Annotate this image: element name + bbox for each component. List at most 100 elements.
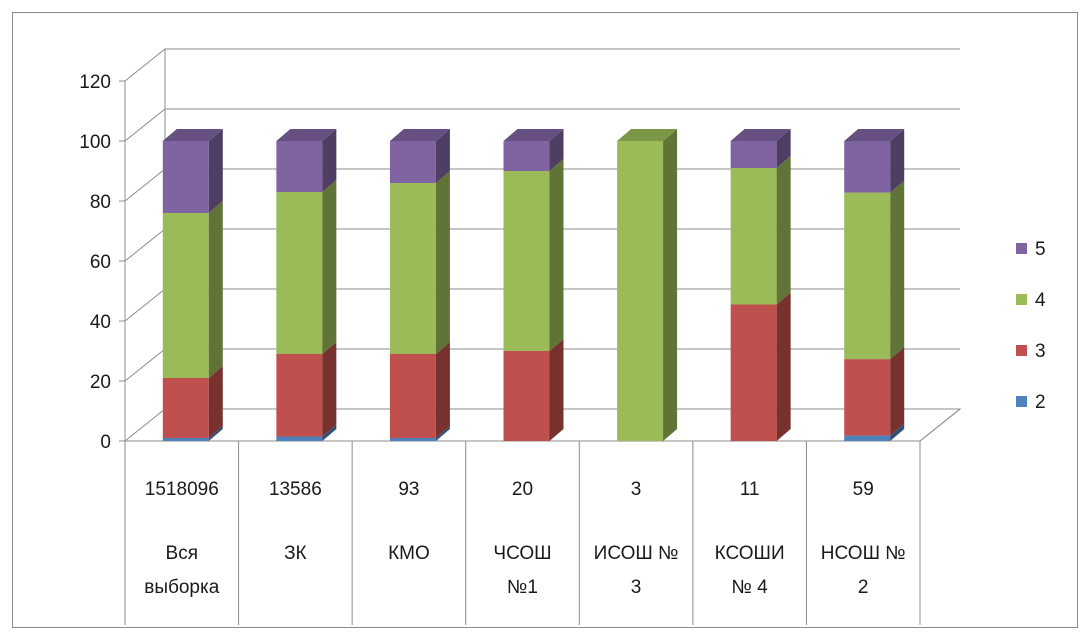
bar-segment-side <box>435 342 450 438</box>
bar-segment-front <box>730 168 777 305</box>
y-tick-label: 100 <box>79 132 111 153</box>
bar-segment-side <box>776 156 791 305</box>
y-tick-label: 20 <box>90 372 111 393</box>
chart-frame: 0 20 40 60 80 100 120 1518096 Вся выборка 13586 ЗК 9… <box>12 12 1078 628</box>
category-count: 59 <box>853 479 874 500</box>
bar-segment-side <box>322 342 337 437</box>
legend-swatch <box>1016 294 1027 305</box>
bar-segment-top <box>730 129 791 141</box>
category-label: КМО <box>388 543 430 564</box>
bar-segment-side <box>776 129 791 168</box>
bar-segment-front <box>844 141 891 193</box>
bar-segment-front <box>162 378 209 438</box>
bar-segment-front <box>389 141 436 183</box>
category-label: ЗК <box>284 543 307 564</box>
bar-segment-side <box>890 180 905 360</box>
category-count: 1518096 <box>145 479 219 500</box>
bar-segment-top <box>162 129 223 141</box>
bar-segment-front <box>844 435 891 441</box>
bar-segment-side <box>435 171 450 354</box>
category-label: ЧСОШ <box>493 543 551 564</box>
bar-segment-front <box>276 192 323 354</box>
bar-segment-side <box>322 180 337 354</box>
bar-stack <box>276 129 337 441</box>
bar-segment-side <box>435 129 450 183</box>
bar-segment-front <box>844 359 891 436</box>
legend-swatch <box>1016 243 1027 254</box>
legend: 5 4 3 2 <box>1016 239 1046 413</box>
legend-swatch <box>1016 345 1027 356</box>
bar-segment-front <box>162 213 209 378</box>
bar-segment-top <box>844 129 905 141</box>
bar-segment-front <box>162 438 209 441</box>
bar-segment-side <box>663 129 678 441</box>
bar-segment-front <box>844 192 891 360</box>
bar-segment-side <box>890 347 905 436</box>
bar-segment-front <box>389 183 436 354</box>
y-tick-label: 60 <box>90 252 111 273</box>
category-label: КСОШИ <box>715 543 785 564</box>
category-count: 3 <box>631 479 642 500</box>
y-axis: 0 20 40 60 80 100 120 <box>79 72 126 453</box>
legend-swatch <box>1016 396 1027 407</box>
category-label: №1 <box>507 577 538 598</box>
stacked-bar-chart-3d: 0 20 40 60 80 100 120 1518096 Вся выборка 13586 ЗК 9… <box>79 48 1046 625</box>
bar-segment-side <box>776 292 791 441</box>
bar-segment-front <box>276 436 323 441</box>
bar-segment-top <box>276 129 337 141</box>
bar-segment-front <box>389 354 436 438</box>
legend-label: 4 <box>1035 290 1046 311</box>
category-label: НСОШ № <box>821 543 906 564</box>
bar-segment-front <box>389 438 436 441</box>
y-tick-label: 0 <box>100 432 111 453</box>
bar-segment-top <box>389 129 450 141</box>
bar-segment-side <box>208 129 223 213</box>
legend-label: 5 <box>1035 239 1046 260</box>
bar-segment-front <box>162 141 209 213</box>
bar-segment-side <box>322 129 337 192</box>
bar-segment-side <box>549 339 564 441</box>
bar-stack <box>162 129 223 441</box>
category-count: 20 <box>512 479 533 500</box>
bar-stack <box>617 129 678 441</box>
bar-segment-front <box>276 354 323 437</box>
bar-stack <box>844 129 905 441</box>
y-tick-label: 120 <box>79 72 111 93</box>
category-label: Вся <box>166 543 198 564</box>
bar-segment-front <box>730 141 777 168</box>
bar-segment-front <box>503 351 550 441</box>
bar-segment-side <box>208 201 223 378</box>
category-label: 2 <box>858 577 869 598</box>
bar-segment-side <box>549 159 564 351</box>
legend-label: 3 <box>1035 341 1046 362</box>
gridline <box>124 48 960 82</box>
category-label: выборка <box>144 577 219 598</box>
legend-label: 2 <box>1035 392 1046 413</box>
bar-segment-top <box>503 129 564 141</box>
category-label: 3 <box>631 577 642 598</box>
y-tick-label: 80 <box>90 192 111 213</box>
bar-segment-side <box>549 129 564 171</box>
category-count: 93 <box>398 479 419 500</box>
floor-edge <box>919 408 961 442</box>
bar-segment-side <box>890 423 905 441</box>
bar-segment-side <box>208 426 223 441</box>
category-count: 11 <box>740 479 760 500</box>
category-table: 1518096 Вся выборка 13586 ЗК 93 КМО 20 ЧСОШ №1 3 ИС… <box>124 408 961 625</box>
bar-stack <box>389 129 450 441</box>
category-label: ИСОШ № <box>594 543 679 564</box>
bar-segment-front <box>276 141 323 192</box>
bar-stack <box>503 129 564 441</box>
bar-segment-side <box>890 129 905 193</box>
category-count: 13586 <box>269 479 322 500</box>
bar-stack <box>730 129 791 441</box>
bar-segment-front <box>503 141 550 171</box>
bar-segment-side <box>435 426 450 441</box>
bar-segment-front <box>730 304 777 441</box>
y-tick-label: 40 <box>90 312 111 333</box>
bar-segment-side <box>322 424 337 441</box>
category-label: № 4 <box>732 577 769 598</box>
gridline <box>124 108 960 142</box>
bar-segment-front <box>617 141 664 441</box>
bar-segment-top <box>617 129 678 141</box>
